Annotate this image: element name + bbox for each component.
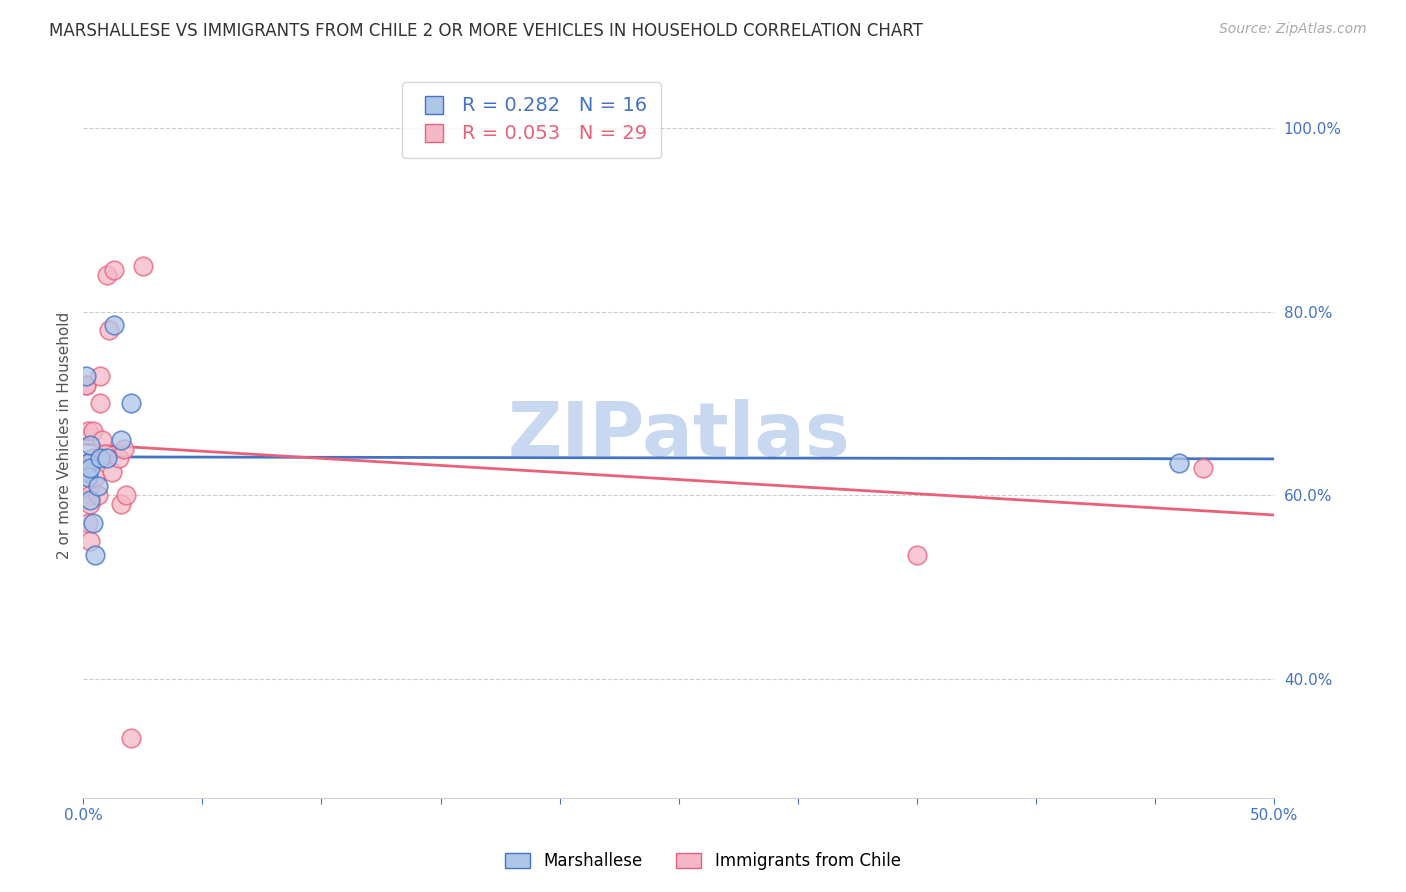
Point [110,497,132,511]
Point [89,396,111,410]
Point [82,424,104,438]
Point [75,465,97,479]
Point [84,548,107,562]
Point [77,470,100,484]
Point [89,368,111,383]
Point [1191,460,1213,475]
Point [79,460,101,475]
Point [93,447,115,461]
Point [110,433,132,447]
Point [79,479,101,493]
Point [79,438,101,452]
Point [79,534,101,549]
Point [89,451,111,466]
Point [112,442,135,457]
Text: MARSHALLESE VS IMMIGRANTS FROM CHILE 2 OR MORE VEHICLES IN HOUSEHOLD CORRELATION: MARSHALLESE VS IMMIGRANTS FROM CHILE 2 O… [49,22,924,40]
Text: Source: ZipAtlas.com: Source: ZipAtlas.com [1219,22,1367,37]
Point [96,268,118,282]
Point [108,451,131,466]
Legend: R = 0.282   N = 16, R = 0.053   N = 29: R = 0.282 N = 16, R = 0.053 N = 29 [402,82,661,158]
Point [77,516,100,530]
Point [82,451,104,466]
Point [1167,456,1189,470]
Point [77,456,100,470]
Point [75,368,97,383]
Point [79,492,101,507]
Point [91,433,114,447]
Point [120,396,142,410]
Point [132,259,155,273]
Point [86,488,108,502]
Legend: Marshallese, Immigrants from Chile: Marshallese, Immigrants from Chile [499,846,907,877]
Point [79,497,101,511]
Point [77,424,100,438]
Y-axis label: 2 or more Vehicles in Household: 2 or more Vehicles in Household [58,312,72,559]
Point [96,451,118,466]
Point [75,378,97,392]
Point [905,548,928,562]
Point [79,488,101,502]
Point [98,323,121,337]
Point [101,465,124,479]
Point [120,731,142,746]
Point [86,479,108,493]
Point [75,378,97,392]
Point [103,263,125,277]
Point [103,318,125,333]
Point [84,470,107,484]
Point [115,488,138,502]
Point [77,456,100,470]
Point [82,516,104,530]
Text: ZIPatlas: ZIPatlas [508,399,851,472]
